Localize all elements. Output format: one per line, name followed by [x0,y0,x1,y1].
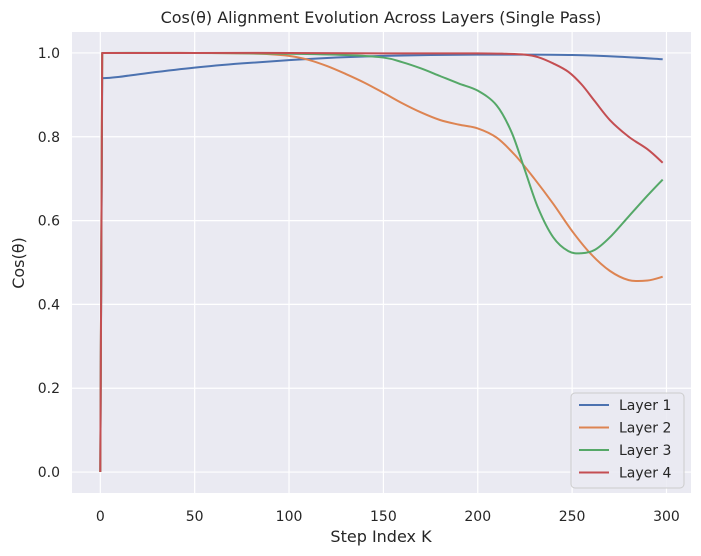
x-tick-label: 150 [370,509,397,525]
y-axis-label: Cos(θ) [9,237,28,289]
series-line-layer-3 [99,51,664,473]
y-tick-labels: 0.0 0.2 0.4 0.6 0.8 1.0 [38,46,60,481]
chart-title: Cos(θ) Alignment Evolution Across Layers… [161,8,602,27]
x-tick-label: 300 [653,509,680,525]
x-tick-label: 50 [186,509,204,525]
legend-label: Layer 3 [619,443,671,459]
legend-label: Layer 4 [619,466,671,482]
series-line-layer-1 [99,53,663,473]
y-tick-label: 1.0 [38,46,60,62]
x-axis-label: Step Index K [330,527,432,546]
x-tick-label: 0 [96,509,105,525]
legend-box [570,392,685,489]
legend-label: Layer 1 [619,398,671,414]
series-line-layer-4 [99,51,664,473]
y-tick-label: 0.2 [38,381,60,397]
y-tick-label: 0.4 [38,297,60,313]
y-tick-label: 0.8 [38,130,60,146]
x-tick-label: 250 [559,509,586,525]
legend-label: Layer 2 [619,421,671,437]
legend: Layer 1 Layer 2 Layer 3 Layer 4 [570,392,685,489]
x-tick-label: 100 [276,509,303,525]
y-tick-label: 0.0 [38,465,60,481]
x-tick-labels: 0 50 100 150 200 250 300 [96,509,680,525]
series-lines [99,51,664,473]
y-tick-label: 0.6 [38,214,60,230]
x-tick-label: 200 [464,509,491,525]
